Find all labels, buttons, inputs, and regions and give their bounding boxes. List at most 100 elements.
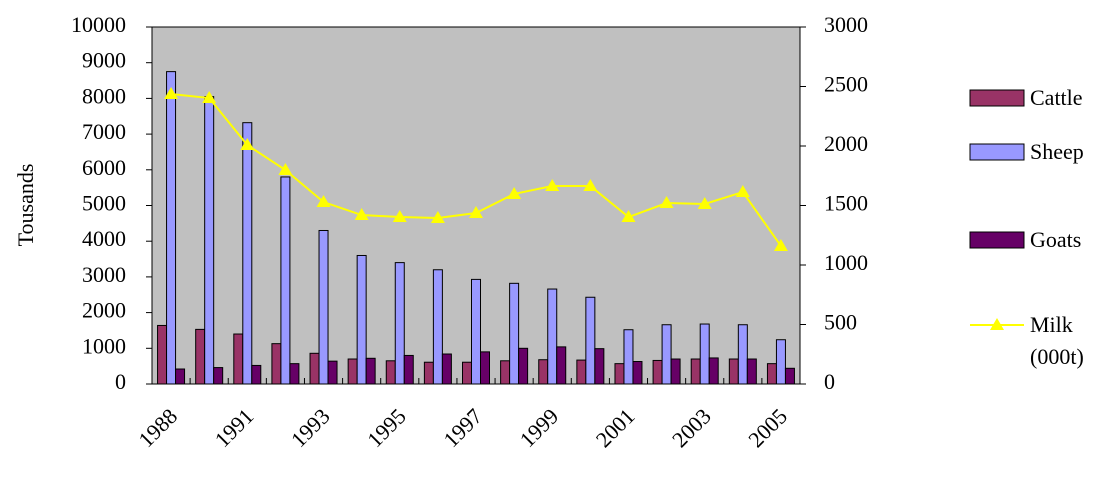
bar [289,363,300,385]
line-marker [316,195,331,208]
line-marker [621,210,636,223]
y-tick-label: 6000 [82,155,126,180]
x-tick-label: 2001 [591,403,640,452]
y2-tick-label: 500 [824,310,857,335]
line-marker [659,196,674,209]
bar [594,348,605,385]
legend-label: Cattle [1030,85,1083,110]
bar [441,353,452,385]
legend-label: Goats [1030,227,1082,252]
bar [690,358,701,385]
bar [309,352,320,385]
line-marker [354,208,369,221]
y2-tick-label: 0 [824,369,835,394]
y-tick-label: 3000 [82,262,126,287]
bar [385,360,396,385]
y-axis-label: Tousands [13,164,38,247]
x-tick-label: 1999 [515,403,564,452]
bar [518,347,529,385]
line-marker [735,185,750,198]
x-tick-label: 2003 [667,403,716,452]
y-tick-label: 4000 [82,226,126,251]
bar [632,361,643,385]
bar [365,357,376,385]
bar [403,354,414,385]
y-tick-label: 9000 [82,48,126,73]
bar [652,359,663,385]
bar [746,358,757,385]
x-tick-label: 1995 [362,403,411,452]
x-tick-label: 1997 [438,403,487,452]
bar [708,357,719,385]
line-marker [545,178,560,191]
line-marker [583,178,598,191]
bar [784,367,795,385]
bar [157,324,168,385]
y-tick-label: 10000 [71,12,126,37]
bar [271,343,282,385]
legend-label: Milk (000t) [1030,312,1084,369]
bar [547,288,558,385]
line-marker [430,210,445,223]
y-tick-label: 5000 [82,191,126,216]
bar [251,364,262,385]
y2-tick-label: 1500 [824,191,868,216]
bar [423,361,434,385]
line-marker [392,210,407,223]
bar [766,363,777,385]
bar [661,324,672,385]
bar [585,296,596,385]
bar [432,269,443,385]
y2-tick-label: 2500 [824,72,868,97]
bar [280,176,291,385]
bar [356,254,367,385]
y2-tick-label: 1000 [824,250,868,275]
line-marker [202,91,217,104]
y-tick-label: 7000 [82,119,126,144]
y2-tick-label: 3000 [824,12,868,37]
bar [480,351,490,385]
bar [509,282,520,385]
bar [728,358,739,385]
bar [242,122,253,385]
x-tick-label: 1993 [286,403,335,452]
legend-swatch [969,231,1025,249]
line-marker [773,238,788,251]
bar [556,346,567,385]
bar [213,367,224,385]
bar [623,329,634,385]
bar [471,278,481,385]
y-tick-label: 8000 [82,83,126,108]
bar [775,339,786,385]
bar [538,359,549,385]
bar [737,324,748,385]
bar [394,262,405,385]
y-tick-label: 0 [115,369,126,394]
bar [166,71,177,385]
line-marker [507,186,522,199]
line-marker [278,163,293,176]
line-marker [164,86,179,99]
bar [500,360,511,385]
x-tick-label: 1991 [210,403,259,452]
x-tick-label: 2005 [743,403,792,452]
bar [175,368,186,385]
legend-marker [990,318,1004,330]
legend-swatch [969,143,1025,161]
bar [614,363,625,385]
y-tick-label: 2000 [82,298,126,323]
bar [327,360,338,385]
bar [462,361,472,385]
bar [195,328,206,385]
bar [576,359,587,385]
bar [233,333,244,385]
bar [318,229,329,385]
line-marker [469,205,483,218]
line-marker [240,138,255,151]
legend-swatch [969,89,1025,107]
line-marker [697,196,712,209]
bar [204,96,215,385]
bar [347,358,358,385]
